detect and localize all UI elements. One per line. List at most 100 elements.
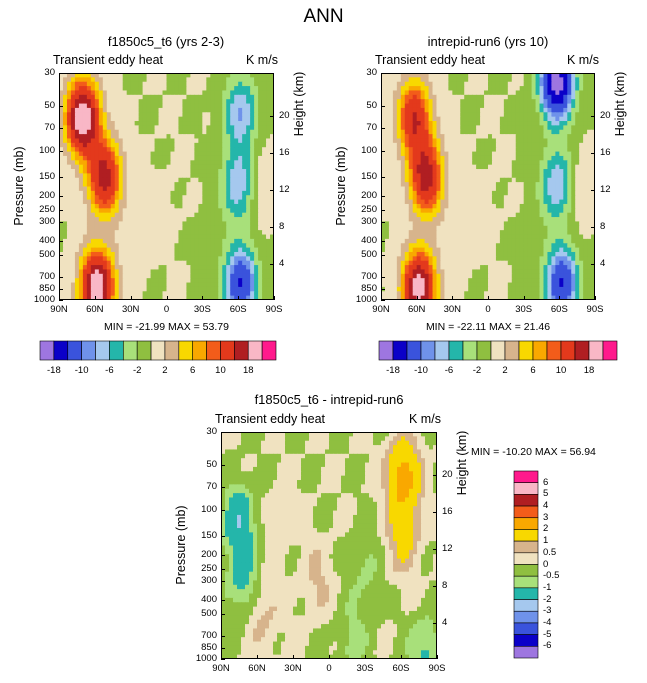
heatmap-cell: [166, 112, 172, 118]
heatmap-cell: [250, 94, 255, 100]
heatmap-cell: [162, 81, 168, 87]
heatmap-cell: [559, 155, 564, 161]
heatmap-cell: [242, 103, 247, 109]
heatmap-cell: [186, 94, 191, 100]
heatmap-cell: [158, 286, 164, 292]
heatmap-cell: [150, 221, 156, 227]
heatmap-cell: [238, 208, 243, 214]
heatmap-cell: [591, 208, 595, 214]
heatmap-cell: [535, 164, 541, 170]
heatmap-cell: [480, 203, 485, 209]
heatmap-cell: [230, 203, 235, 209]
heatmap-cell: [190, 151, 195, 157]
heatmap-cell: [503, 138, 509, 144]
heatmap-cell: [392, 190, 398, 196]
heatmap-cell: [182, 86, 188, 92]
heatmap-cell: [198, 243, 203, 249]
heatmap-cell: [174, 129, 180, 135]
heatmap-cell: [158, 107, 164, 113]
heatmap-cell: [258, 256, 263, 262]
heatmap-cell: [547, 186, 552, 192]
heatmap-cell: [583, 99, 588, 105]
heatmap-cell: [551, 221, 556, 227]
heatmap-cell: [511, 195, 517, 201]
heatmap-cell: [202, 134, 207, 140]
heatmap-cell: [222, 151, 227, 157]
y-tick-mark: [59, 177, 63, 179]
heatmap-cell: [118, 199, 124, 205]
heatmap-cell: [70, 182, 76, 188]
heatmap-cell: [66, 81, 72, 87]
x-tick-label: 0: [163, 304, 170, 315]
heatmap-cell: [491, 155, 497, 161]
heatmap-cell: [82, 199, 88, 205]
heatmap-cell: [182, 247, 188, 253]
heatmap-cell: [130, 195, 136, 201]
heatmap-cell: [198, 121, 203, 126]
heatmap-cell: [222, 195, 227, 201]
heatmap-cell: [527, 90, 533, 96]
heatmap-cell: [384, 147, 390, 153]
heatmap-cell: [102, 230, 108, 236]
heatmap-cell: [476, 186, 481, 192]
heatmap-cell: [210, 247, 215, 253]
heatmap-cell: [94, 256, 100, 262]
heatmap-cell: [174, 112, 180, 118]
heatmap-cell: [122, 94, 128, 100]
heatmap-cell: [523, 160, 529, 166]
heatmap-cell: [575, 217, 580, 223]
heatmap-cell: [381, 90, 386, 96]
heatmap-cell: [234, 177, 239, 183]
colorbar-box: [39, 340, 55, 361]
heatmap-cell: [579, 73, 584, 78]
heatmap-cell: [174, 138, 180, 144]
heatmap-cell: [70, 107, 76, 113]
heatmap-cell: [178, 265, 184, 271]
heatmap-cell: [254, 195, 259, 201]
heatmap-cell: [62, 295, 68, 300]
heatmap-cell: [186, 225, 191, 231]
heatmap-cell: [254, 147, 259, 153]
heatmap-cell: [102, 243, 108, 249]
heatmap-cell: [198, 238, 203, 244]
heatmap-cell: [174, 286, 180, 292]
heatmap-cell: [579, 182, 584, 188]
heatmap-cell: [495, 112, 501, 118]
heatmap-cell: [270, 230, 274, 236]
heatmap-cell: [464, 116, 469, 122]
heatmap-cell: [543, 77, 549, 83]
heatmap-cell: [424, 116, 430, 122]
heatmap-cell: [82, 129, 88, 135]
y-tick-right-label: 4: [279, 257, 285, 269]
heatmap-cell: [488, 203, 493, 209]
heatmap-cell: [519, 190, 525, 196]
heatmap-cell: [539, 151, 545, 157]
heatmap-cell: [404, 99, 410, 105]
heatmap-cell: [118, 186, 124, 192]
heatmap-cell: [94, 107, 100, 113]
heatmap-cell: [242, 160, 247, 166]
heatmap-cell: [190, 234, 195, 240]
heatmap-cell: [210, 129, 215, 135]
heatmap-cell: [464, 217, 469, 223]
heatmap-cell: [503, 151, 509, 157]
heatmap-cell: [543, 225, 549, 231]
heatmap-cell: [400, 173, 406, 179]
heatmap-cell: [210, 116, 215, 122]
heatmap-cell: [170, 73, 176, 78]
heatmap-cell: [384, 221, 390, 227]
heatmap-cell: [591, 182, 595, 188]
heatmap-cell: [230, 73, 235, 78]
heatmap-cell: [404, 234, 410, 240]
heatmap-cell: [170, 256, 176, 262]
heatmap-cell: [138, 273, 144, 279]
heatmap-cell: [381, 94, 386, 100]
heatmap-cell: [555, 90, 560, 96]
heatmap-cell: [202, 243, 207, 249]
heatmap-cell: [400, 217, 406, 223]
heatmap-cell: [186, 273, 191, 279]
heatmap-cell: [424, 230, 430, 236]
heatmap-cell: [146, 103, 152, 109]
y-axis-right-label: Height (km): [292, 71, 306, 136]
heatmap-cell: [468, 212, 473, 218]
